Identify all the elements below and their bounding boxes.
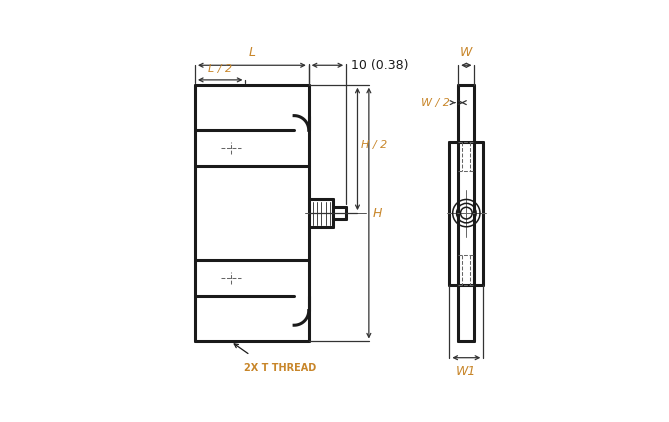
Text: W1: W1: [456, 365, 476, 378]
Text: 2X T THREAD: 2X T THREAD: [244, 363, 316, 373]
Text: H: H: [373, 207, 382, 219]
Text: 10 (0.38): 10 (0.38): [351, 59, 409, 72]
Text: L / 2: L / 2: [208, 64, 232, 74]
Text: H / 2: H / 2: [361, 140, 387, 150]
Text: L: L: [248, 46, 256, 59]
Text: W / 2: W / 2: [421, 97, 450, 108]
Text: W: W: [460, 46, 472, 59]
